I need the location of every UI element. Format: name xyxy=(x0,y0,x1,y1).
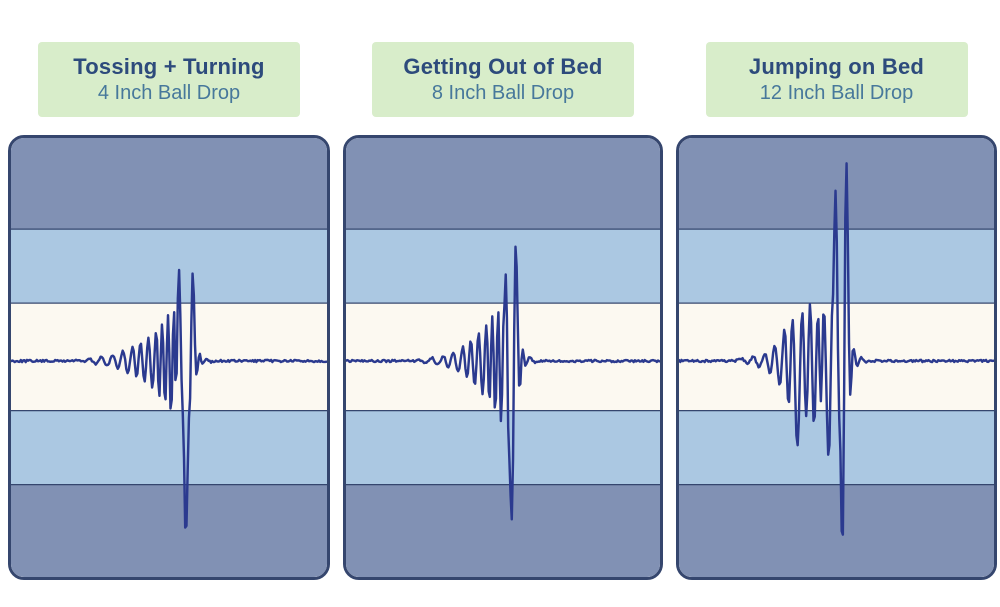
panel-column-getting-out-of-bed: Getting Out of Bed 8 Inch Ball Drop xyxy=(343,42,663,607)
seismograph-chart-8-inch xyxy=(346,138,660,577)
band-light xyxy=(346,229,660,304)
band-dark xyxy=(346,138,660,230)
panel-column-jumping-on-bed: Jumping on Bed 12 Inch Ball Drop xyxy=(676,42,997,607)
header-box-jumping-on-bed: Jumping on Bed 12 Inch Ball Drop xyxy=(705,42,968,117)
seismograph-panel-8-inch xyxy=(343,135,663,580)
header-box-tossing-turning: Tossing + Turning 4 Inch Ball Drop xyxy=(38,42,300,117)
seismograph-panel-12-inch xyxy=(676,135,997,580)
panel-column-tossing-turning: Tossing + Turning 4 Inch Ball Drop xyxy=(8,42,330,607)
band-dark xyxy=(11,485,327,577)
vibration-waveform xyxy=(11,268,327,529)
band-dark xyxy=(346,485,660,577)
seismograph-chart-4-inch xyxy=(11,138,327,577)
panel-title: Getting Out of Bed xyxy=(403,54,603,80)
band-light xyxy=(11,229,327,304)
band-light xyxy=(11,411,327,486)
band-light xyxy=(346,411,660,486)
band-dark xyxy=(679,485,994,577)
vibration-waveform xyxy=(346,245,660,521)
panel-subtitle: 4 Inch Ball Drop xyxy=(97,81,241,104)
panel-subtitle: 8 Inch Ball Drop xyxy=(431,81,575,104)
panel-title: Jumping on Bed xyxy=(748,54,925,80)
seismograph-chart-12-inch xyxy=(679,138,994,577)
panel-subtitle: 12 Inch Ball Drop xyxy=(759,81,914,104)
panel-title: Tossing + Turning xyxy=(73,54,265,80)
band-dark xyxy=(11,138,327,230)
header-box-getting-out-of-bed: Getting Out of Bed 8 Inch Ball Drop xyxy=(372,42,634,117)
band-light xyxy=(679,411,994,486)
seismograph-panel-4-inch xyxy=(8,135,330,580)
vibration-waveform xyxy=(679,162,994,536)
